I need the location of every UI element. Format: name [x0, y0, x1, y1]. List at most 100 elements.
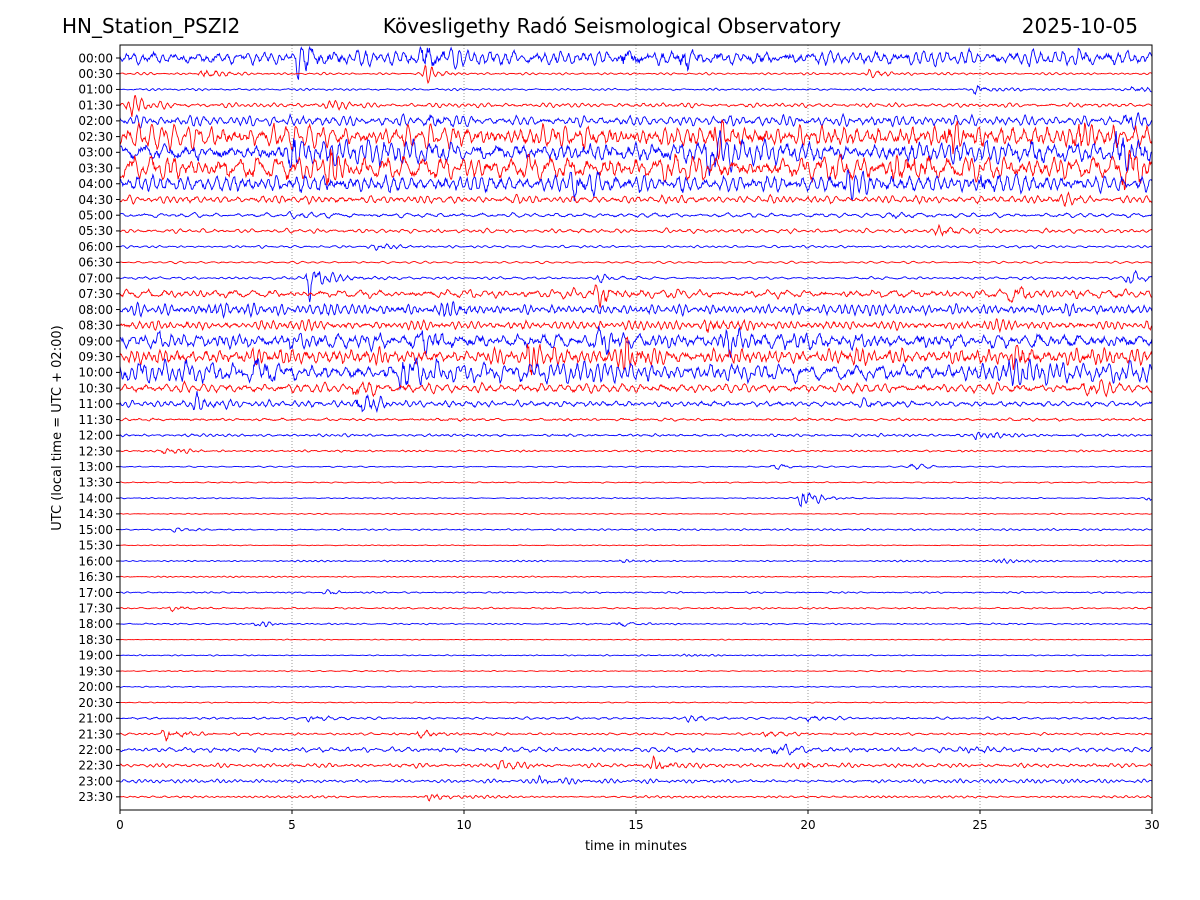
- trace-line: [119, 45, 1153, 80]
- y-tick-label: 11:00: [78, 397, 113, 411]
- y-tick-label: 15:30: [78, 539, 113, 553]
- y-tick-label: 01:00: [78, 83, 113, 97]
- y-tick-label: 13:00: [78, 460, 113, 474]
- trace-line: [119, 589, 1152, 595]
- trace-line: [119, 284, 1152, 308]
- y-tick-label: 09:00: [78, 334, 113, 348]
- y-tick-label: 07:30: [78, 287, 113, 301]
- trace-line: [119, 606, 1152, 613]
- y-tick-label: 06:30: [78, 256, 113, 270]
- trace-line: [119, 512, 1152, 515]
- trace-line: [119, 653, 1152, 657]
- trace-line: [119, 112, 1153, 132]
- trace-line: [119, 64, 1153, 84]
- y-tick-label: 03:00: [78, 146, 113, 160]
- chart-title: Kövesligethy Radó Seismological Observat…: [382, 14, 842, 38]
- trace-line: [119, 84, 1152, 96]
- trace-line: [119, 148, 1153, 191]
- y-tick-label: 23:00: [78, 774, 113, 788]
- trace-line: [119, 168, 1153, 202]
- y-tick-label: 08:00: [78, 303, 113, 317]
- seismic-traces: [119, 45, 1153, 802]
- trace-line: [119, 300, 1153, 320]
- y-tick-label: 23:30: [78, 790, 113, 804]
- y-tick-label: 12:30: [78, 444, 113, 458]
- trace-line: [119, 701, 1152, 704]
- trace-line: [119, 223, 1152, 237]
- trace-line: [119, 391, 1153, 414]
- y-tick-label: 21:00: [78, 712, 113, 726]
- trace-line: [119, 729, 1153, 742]
- y-axis-label: UTC (local time = UTC + 02:00): [50, 325, 65, 530]
- trace-line: [119, 575, 1152, 579]
- y-tick-label: 06:00: [78, 240, 113, 254]
- trace-line: [119, 527, 1152, 533]
- y-tick-label: 20:30: [78, 696, 113, 710]
- y-tick-label: 17:00: [78, 586, 113, 600]
- y-tick-label: 09:30: [78, 350, 113, 364]
- y-tick-label: 07:00: [78, 271, 113, 285]
- x-tick-label: 15: [628, 818, 643, 832]
- trace-line: [119, 260, 1152, 265]
- x-tick-label: 30: [1144, 818, 1159, 832]
- y-tick-label: 16:00: [78, 554, 113, 568]
- trace-line: [119, 492, 1152, 508]
- x-tick-label: 20: [800, 818, 815, 832]
- y-tick-label: 08:30: [78, 319, 113, 333]
- y-tick-label: 04:30: [78, 193, 113, 207]
- y-tick-label: 05:30: [78, 224, 113, 238]
- y-tick-label: 17:30: [78, 602, 113, 616]
- trace-line: [119, 669, 1152, 673]
- y-tick-label: 10:00: [78, 366, 113, 380]
- trace-line: [119, 463, 1152, 471]
- trace-line: [119, 417, 1153, 423]
- x-tick-label: 10: [456, 818, 471, 832]
- y-tick-label: 01:30: [78, 98, 113, 112]
- x-tick-label: 0: [116, 818, 124, 832]
- trace-line: [119, 243, 1152, 252]
- y-tick-label: 19:00: [78, 649, 113, 663]
- trace-line: [119, 481, 1152, 484]
- trace-line: [119, 447, 1152, 455]
- y-tick-label: 00:30: [78, 67, 113, 81]
- y-tick-label: 16:30: [78, 570, 113, 584]
- y-tick-label: 00:00: [78, 51, 113, 65]
- y-tick-label: 19:30: [78, 664, 113, 678]
- y-tick-label: 14:30: [78, 507, 113, 521]
- y-tick-label: 02:30: [78, 130, 113, 144]
- trace-line: [119, 326, 1153, 358]
- trace-line: [119, 95, 1153, 117]
- x-axis-ticks: 0 5 10 15 20 25 30: [116, 810, 1160, 832]
- trace-line: [119, 378, 1153, 398]
- trace-line: [119, 715, 1153, 723]
- trace-line: [119, 755, 1153, 770]
- trace-line: [119, 269, 1153, 303]
- trace-line: [119, 685, 1152, 688]
- chart-date: 2025-10-05: [1021, 14, 1138, 38]
- trace-line: [119, 743, 1152, 756]
- y-tick-label: 11:30: [78, 413, 113, 427]
- trace-line: [119, 557, 1152, 564]
- trace-line: [119, 621, 1152, 628]
- trace-line: [119, 336, 1153, 376]
- trace-line: [119, 210, 1153, 220]
- trace-line: [119, 130, 1153, 176]
- y-tick-label: 22:30: [78, 759, 113, 773]
- y-tick-label: 05:00: [78, 209, 113, 223]
- trace-line: [119, 431, 1153, 440]
- y-tick-label: 20:00: [78, 680, 113, 694]
- y-tick-label: 02:00: [78, 114, 113, 128]
- x-axis-label: time in minutes: [585, 839, 687, 854]
- y-tick-label: 18:30: [78, 633, 113, 647]
- x-tick-label: 25: [972, 818, 987, 832]
- trace-line: [119, 638, 1152, 641]
- trace-line: [119, 544, 1152, 547]
- y-tick-label: 04:00: [78, 177, 113, 191]
- x-tick-label: 5: [288, 818, 296, 832]
- trace-line: [119, 793, 1152, 802]
- y-tick-label: 14:00: [78, 491, 113, 505]
- y-tick-label: 22:00: [78, 743, 113, 757]
- y-tick-label: 18:00: [78, 617, 113, 631]
